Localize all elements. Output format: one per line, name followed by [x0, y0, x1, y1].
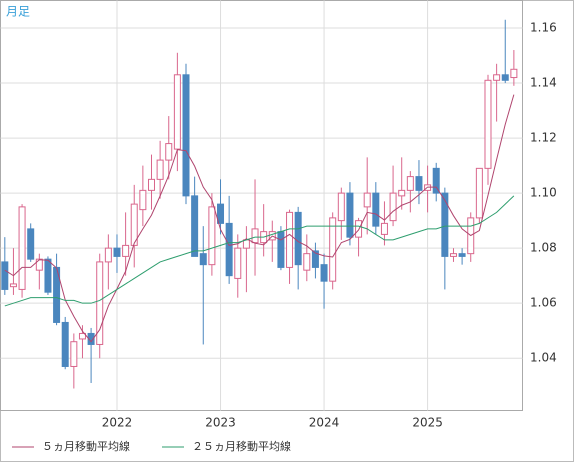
y-tick-label: 1.16 — [530, 21, 557, 35]
candle-body — [458, 253, 466, 257]
candle-body — [380, 222, 388, 235]
x-tick-label: 2022 — [102, 416, 133, 430]
candle-body — [372, 192, 380, 227]
candle-body — [147, 178, 155, 191]
candle-body — [346, 192, 354, 238]
candle-body — [415, 176, 423, 191]
candle-body — [113, 247, 121, 257]
candle-body — [294, 211, 302, 266]
candle-body — [27, 228, 35, 260]
x-tick-label: 2024 — [309, 416, 340, 430]
y-tick-label: 1.10 — [530, 186, 557, 200]
candle-body — [449, 253, 457, 257]
candle-body — [122, 244, 130, 257]
candle-body — [130, 203, 138, 246]
y-tick-label: 1.08 — [530, 241, 557, 255]
candle-body — [320, 264, 328, 282]
candle-body — [78, 332, 86, 340]
candle-body — [303, 253, 311, 271]
candle-body — [35, 258, 43, 271]
candle-body — [441, 192, 449, 257]
plot-area — [0, 0, 523, 411]
candle-body — [44, 258, 52, 293]
legend-label: ５ヵ月移動平均線 — [42, 439, 130, 453]
candle-body — [484, 79, 492, 169]
candle-body — [87, 332, 95, 345]
y-tick-label: 1.12 — [530, 131, 557, 145]
candle-body — [156, 159, 164, 180]
y-tick-label: 1.04 — [530, 351, 557, 365]
candle-body — [173, 74, 181, 150]
candle-body — [191, 195, 199, 257]
y-tick-label: 1.14 — [530, 76, 557, 90]
candle-body — [432, 167, 440, 194]
legend-label: ２５ヵ月移動平均線 — [192, 439, 291, 453]
candle-body — [9, 283, 17, 288]
candle-body — [217, 203, 225, 224]
candle-body — [251, 228, 259, 244]
candle-body — [311, 250, 319, 268]
candle-body — [234, 247, 242, 279]
x-tick-label: 2023 — [205, 416, 236, 430]
candle-body — [96, 261, 104, 345]
candle-body — [104, 247, 112, 263]
x-tick-label: 2025 — [412, 416, 443, 430]
candle-body — [363, 192, 371, 208]
candle-body — [389, 192, 397, 222]
candle-body — [475, 167, 483, 219]
candle-body — [337, 192, 345, 222]
candle-body — [225, 222, 233, 277]
candle-body — [70, 341, 78, 367]
candle-body — [286, 211, 294, 268]
candle-body — [208, 206, 216, 266]
candle-body — [510, 68, 518, 79]
candle-body — [182, 74, 190, 197]
candle-body — [329, 217, 337, 282]
chart-title: 月足 — [6, 5, 30, 19]
candle-body — [165, 143, 173, 161]
ma-line — [4, 195, 515, 307]
candle-body — [199, 253, 207, 266]
candle-body — [139, 189, 147, 211]
candle-body — [398, 189, 406, 197]
candle-body — [1, 261, 9, 290]
ma-line — [4, 94, 515, 343]
candle-body — [406, 176, 414, 191]
candle-body — [18, 206, 26, 290]
candle-body — [242, 239, 250, 249]
candle-body — [493, 74, 501, 81]
candle-body — [61, 321, 69, 367]
y-tick-label: 1.06 — [530, 296, 557, 310]
candle-body — [501, 74, 509, 81]
candle-body — [277, 231, 285, 268]
